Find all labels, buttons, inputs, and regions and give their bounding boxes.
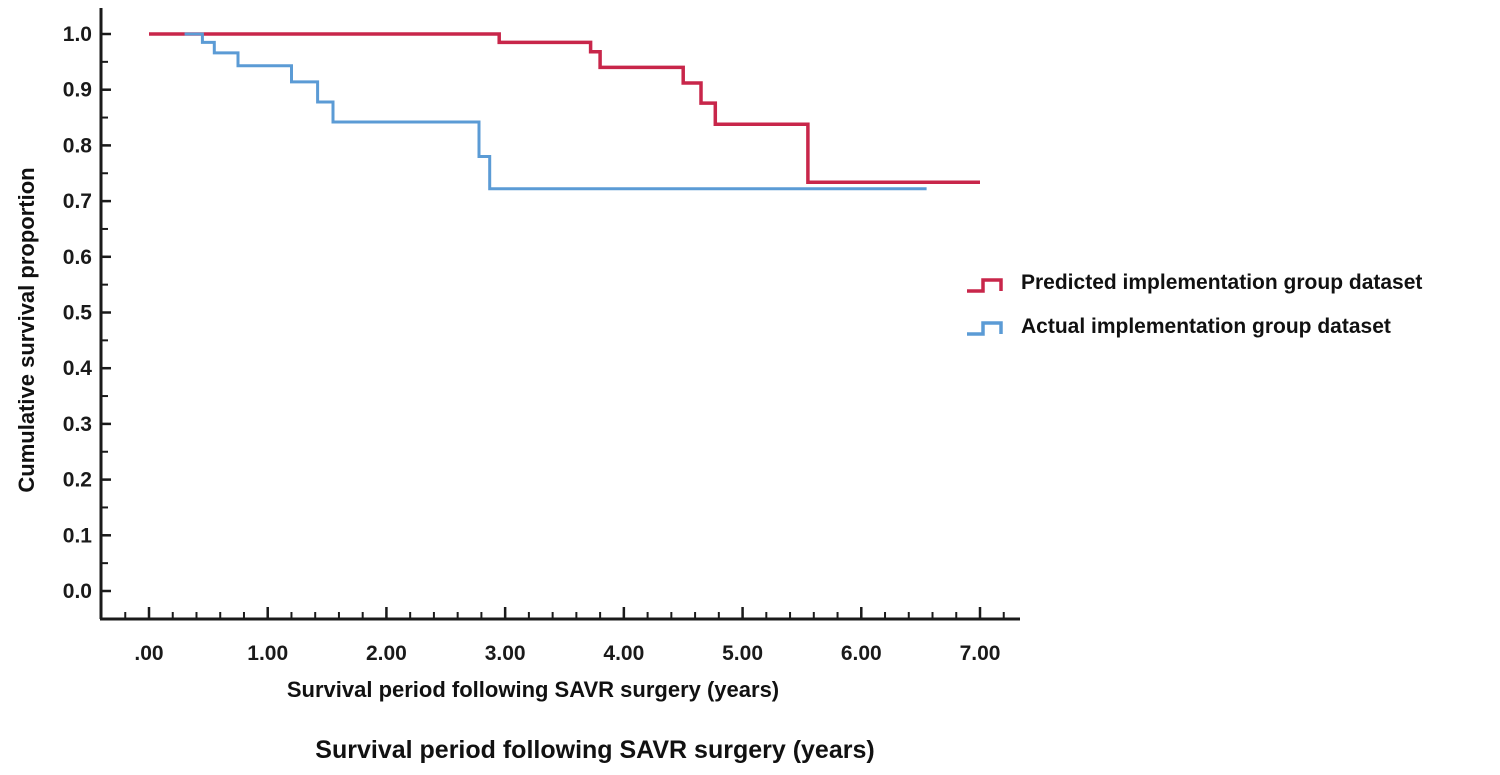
y-tick-label: 0.0 [63, 580, 92, 603]
x-tick-label: 5.00 [722, 642, 763, 665]
legend-label-predicted: Predicted implementation group dataset [1021, 271, 1422, 294]
plot-area: 0.0 0.1 0.2 0.3 0.4 0.5 0.6 0.7 0.8 0.9 1.0 .00 1.0… [63, 8, 1020, 665]
y-tick-label: 0.1 [63, 524, 93, 547]
x-tick-label: .00 [134, 642, 163, 665]
x-tick-label: 6.00 [841, 642, 882, 665]
y-tick-label: 0.4 [63, 357, 93, 380]
legend: Predicted implementation group dataset A… [967, 271, 1422, 338]
y-axis-title: Cumulative survival proportion [14, 167, 39, 492]
y-tick-label: 1.0 [63, 23, 92, 46]
legend-item-actual: Actual implementation group dataset [967, 315, 1391, 338]
y-tick-label: 0.7 [63, 190, 92, 213]
x-tick-label: 7.00 [960, 642, 1001, 665]
series-line-actual [184, 32, 927, 191]
legend-swatch-actual [967, 321, 1003, 336]
y-tick-label: 0.3 [63, 413, 92, 436]
y-tick-label: 0.8 [63, 134, 93, 157]
x-tick-label: 3.00 [485, 642, 526, 665]
x-axis-title: Survival period following SAVR surgery (… [287, 677, 779, 702]
x-tick-label: 4.00 [603, 642, 644, 665]
series-lines [149, 32, 980, 191]
series-line-predicted [149, 32, 980, 184]
y-tick-label: 0.6 [63, 246, 92, 269]
legend-swatch-predicted [967, 278, 1003, 293]
x-tick-label: 2.00 [366, 642, 407, 665]
legend-label-actual: Actual implementation group dataset [1021, 315, 1391, 338]
figure-caption: Survival period following SAVR surgery (… [315, 736, 875, 764]
x-ticks: .00 1.00 2.00 3.00 4.00 5.00 6.00 7.00 [134, 607, 1000, 665]
y-tick-label: 0.9 [63, 79, 92, 102]
y-ticks: 0.0 0.1 0.2 0.3 0.4 0.5 0.6 0.7 0.8 0.9 1.0 [63, 23, 111, 603]
y-tick-label: 0.5 [63, 302, 93, 325]
legend-item-predicted: Predicted implementation group dataset [967, 271, 1422, 294]
x-tick-label: 1.00 [247, 642, 288, 665]
minor-ticks [101, 33, 1005, 619]
y-tick-label: 0.2 [63, 469, 92, 492]
